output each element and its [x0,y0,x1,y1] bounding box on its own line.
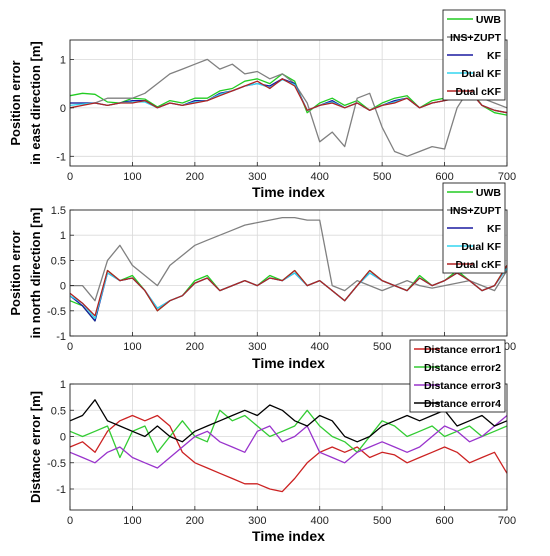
y-tick-label: -0.5 [47,458,66,470]
x-tick-label: 200 [186,515,204,527]
plot-area [70,210,507,336]
x-tick-label: 700 [498,515,516,527]
legend-label: Distance error1 [424,344,501,356]
series-line-2 [70,216,508,302]
legend-label: Dual KF [461,241,501,253]
x-tick-label: 200 [186,341,204,353]
x-axis-label: Time index [252,184,325,200]
x-axis-label: Time index [252,528,325,544]
y-tick-label: 0 [60,281,66,293]
x-tick-label: 200 [186,171,204,183]
x-tick-label: 0 [67,341,73,353]
x-tick-label: 500 [373,515,391,527]
legend: Distance error1 Distance error2 Distance e… [409,339,506,413]
y-tick-label: -1 [56,151,66,163]
x-tick-label: 300 [248,341,266,353]
y-tick-label: -1 [56,331,66,343]
legend-label: INS+ZUPT [450,32,502,44]
series-line-5 [69,78,508,114]
y-axis-label: Position error [8,230,23,315]
x-tick-label: 300 [248,171,266,183]
y-tick-label: 1 [60,230,66,242]
legend-label: KF [487,223,502,235]
series-line-2 [69,409,508,459]
series-line-4 [69,399,508,443]
x-tick-label: 100 [123,171,141,183]
y-tick-label: 0.5 [51,255,66,267]
x-tick-label: 400 [311,171,329,183]
legend-label: Dual cKF [455,86,501,98]
legend-label: UWB [476,14,501,26]
legend: UWB INS+ZUPT KF Dual KF Dual cKF [442,182,506,274]
series-line-1 [69,414,508,493]
y-axis-label: in north direction [m] [28,208,43,339]
x-tick-label: 500 [373,341,391,353]
y-tick-label: -1 [56,484,66,496]
y-tick-label: 0 [60,103,66,115]
x-tick-label: 400 [311,341,329,353]
x-tick-label: 300 [248,515,266,527]
axes-box [69,209,508,337]
legend-label: Dual cKF [455,259,501,271]
axes-box [69,383,508,511]
x-tick-label: 0 [67,515,73,527]
legend-label: UWB [476,187,501,199]
y-tick-label: -0.5 [47,306,66,318]
x-tick-label: 500 [373,171,391,183]
legend-label: Distance error2 [424,362,501,374]
legend-label: KF [487,50,502,62]
x-tick-label: 600 [435,515,453,527]
y-axis-label: Position error [8,60,23,145]
x-tick-label: 400 [311,515,329,527]
series-line-2 [70,58,508,157]
y-axis-label: Distance error [m] [28,391,43,503]
legend-label: Distance error4 [424,398,501,410]
y-tick-label: 1 [60,54,66,66]
x-tick-label: 600 [435,171,453,183]
x-tick-label: 100 [123,341,141,353]
y-tick-label: 0.5 [51,405,66,417]
x-axis-label: Time index [252,355,325,371]
series-line-5 [69,265,508,317]
y-tick-label: 1.5 [51,205,66,217]
chart-panel-3: 0 100 200 300 400 500 600 700 -1 -0.5 0 0.5 1 Time in… [28,339,516,544]
y-tick-label: 1 [60,379,66,391]
legend-label: Distance error3 [424,380,501,392]
x-tick-label: 700 [498,171,516,183]
legend: UWB INS+ZUPT KF Dual KF Dual cKF [442,9,506,101]
chart-panel-2: 0100200300400500600700-1-0.500.511.5Time… [8,182,516,371]
x-tick-label: 0 [67,171,73,183]
series-line-3 [69,415,508,469]
x-tick-label: 100 [123,515,141,527]
legend-box [409,339,506,413]
legend-label: INS+ZUPT [450,205,502,217]
legend-label: Dual KF [461,68,501,80]
axes-box [69,39,508,167]
y-axis-label: in east direction [m] [28,41,43,165]
y-tick-label: 0 [60,432,66,444]
series-line-1 [69,73,508,116]
